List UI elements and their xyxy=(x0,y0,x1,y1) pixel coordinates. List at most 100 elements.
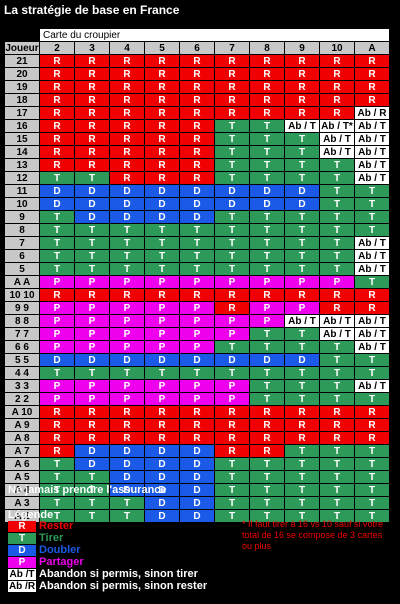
strategy-cell: T xyxy=(40,458,74,470)
legend-item: R Rester xyxy=(8,520,207,532)
dealer-card-header: 3 xyxy=(75,42,109,54)
strategy-cell: P xyxy=(110,341,144,353)
legend-item: T Tirer xyxy=(8,532,207,544)
strategy-cell: T xyxy=(355,471,389,483)
strategy-cell: R xyxy=(145,289,179,301)
strategy-cell: R xyxy=(320,406,354,418)
strategy-cell: T xyxy=(285,445,319,457)
strategy-cell: Ab / T xyxy=(355,172,389,184)
strategy-cell: R xyxy=(320,302,354,314)
strategy-cell: T xyxy=(75,224,109,236)
dealer-card-header-row: Joueur 2 3 4 5 6 7 8 9 10 A xyxy=(5,42,389,54)
strategy-table: Carte du croupier Joueur 2 3 4 5 6 7 8 9 10 A 21 R… xyxy=(4,28,390,523)
player-hand-label: A 3 xyxy=(5,497,39,509)
strategy-cell: T xyxy=(215,250,249,262)
table-row: 18 R R R R R R R R R R xyxy=(5,94,389,106)
strategy-cell: T xyxy=(250,211,284,223)
strategy-cell: T xyxy=(40,237,74,249)
strategy-cell: T xyxy=(110,263,144,275)
strategy-cell: D xyxy=(145,354,179,366)
strategy-cell: D xyxy=(180,484,214,496)
strategy-cell: R xyxy=(145,159,179,171)
player-hand-label: 12 xyxy=(5,172,39,184)
strategy-cell: R xyxy=(75,68,109,80)
strategy-cell: R xyxy=(75,94,109,106)
strategy-cell: T xyxy=(250,146,284,158)
strategy-cell: P xyxy=(180,380,214,392)
strategy-cell: R xyxy=(320,55,354,67)
strategy-cell: T xyxy=(250,237,284,249)
strategy-cell: D xyxy=(215,185,249,197)
player-hand-label: 2 2 xyxy=(5,393,39,405)
strategy-cell: R xyxy=(180,172,214,184)
strategy-cell: R xyxy=(355,406,389,418)
strategy-cell: P xyxy=(180,328,214,340)
strategy-cell: T xyxy=(320,445,354,457)
strategy-cell: P xyxy=(145,328,179,340)
strategy-cell: T xyxy=(75,484,109,496)
strategy-cell: P xyxy=(75,328,109,340)
dealer-card-header: 9 xyxy=(285,42,319,54)
strategy-cell: P xyxy=(110,380,144,392)
table-row: 10 10 R R R R R R R R R R xyxy=(5,289,389,301)
legend-item: P Partager xyxy=(8,556,207,568)
strategy-cell: T xyxy=(355,354,389,366)
player-hand-label: A 2 xyxy=(5,510,39,522)
strategy-cell: T xyxy=(40,172,74,184)
strategy-cell: R xyxy=(215,406,249,418)
strategy-cell: T xyxy=(180,237,214,249)
strategy-cell: D xyxy=(40,354,74,366)
table-row: 11 D D D D D D D D T T xyxy=(5,185,389,197)
strategy-cell: R xyxy=(40,289,74,301)
strategy-cell: R xyxy=(40,133,74,145)
strategy-cell: R xyxy=(250,68,284,80)
strategy-cell: R xyxy=(180,120,214,132)
legend-swatch: P xyxy=(8,556,36,568)
strategy-cell: R xyxy=(110,55,144,67)
strategy-cell: D xyxy=(215,198,249,210)
page-title: La stratégie de base en France xyxy=(4,3,180,17)
strategy-cell: T xyxy=(285,497,319,509)
strategy-cell: T xyxy=(215,341,249,353)
strategy-cell: D xyxy=(180,510,214,522)
strategy-cell: T xyxy=(145,224,179,236)
strategy-cell: T xyxy=(250,224,284,236)
player-hand-label: 3 3 xyxy=(5,380,39,392)
strategy-cell: Ab / T xyxy=(355,133,389,145)
strategy-cell: R xyxy=(355,55,389,67)
strategy-cell: D xyxy=(145,510,179,522)
strategy-cell: R xyxy=(285,432,319,444)
table-row: 20 R R R R R R R R R R xyxy=(5,68,389,80)
player-hand-label: 13 xyxy=(5,159,39,171)
strategy-cell: Ab / T xyxy=(355,120,389,132)
strategy-cell: Ab / T xyxy=(320,315,354,327)
strategy-cell: D xyxy=(40,185,74,197)
strategy-cell: T xyxy=(40,224,74,236)
strategy-cell: R xyxy=(40,146,74,158)
player-hand-label: A A xyxy=(5,276,39,288)
strategy-cell: R xyxy=(355,81,389,93)
strategy-cell: D xyxy=(180,471,214,483)
strategy-cell: D xyxy=(75,445,109,457)
strategy-cell: T xyxy=(250,263,284,275)
table-row: 5 T T T T T T T T T Ab / T xyxy=(5,263,389,275)
strategy-cell: D xyxy=(110,458,144,470)
strategy-cell: R xyxy=(355,94,389,106)
strategy-cell: T xyxy=(215,367,249,379)
strategy-cell: P xyxy=(285,302,319,314)
strategy-cell: T xyxy=(75,250,109,262)
dealer-card-header: 7 xyxy=(215,42,249,54)
strategy-cell: D xyxy=(75,198,109,210)
strategy-cell: T xyxy=(250,484,284,496)
strategy-cell: T xyxy=(355,458,389,470)
strategy-cell: D xyxy=(75,211,109,223)
player-hand-label: 5 xyxy=(5,263,39,275)
strategy-cell: R xyxy=(145,406,179,418)
strategy-cell: T xyxy=(215,497,249,509)
strategy-cell: R xyxy=(285,94,319,106)
strategy-cell: T xyxy=(215,484,249,496)
strategy-cell: T xyxy=(215,458,249,470)
strategy-cell: R xyxy=(250,94,284,106)
